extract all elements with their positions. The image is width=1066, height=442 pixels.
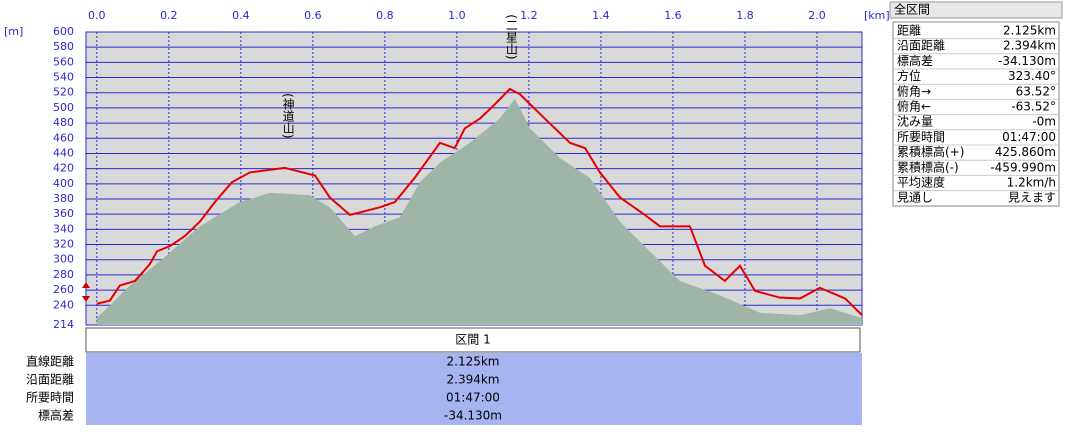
x-unit: [km]: [864, 9, 890, 22]
y-tick-label: 280: [53, 268, 74, 281]
x-tick-label: 0.0: [88, 9, 106, 22]
y-tick-label: 380: [53, 192, 74, 205]
info-label: 累積標高(+): [897, 144, 964, 159]
x-tick-label: 1.4: [592, 9, 610, 22]
section-value: 2.125km: [447, 355, 500, 369]
section-title: 区間 1: [455, 333, 490, 347]
x-tick-label: 0.4: [232, 9, 250, 22]
info-value: 63.52°: [1016, 84, 1056, 98]
terrain-area: [96, 98, 862, 325]
y-tick-label: 340: [53, 222, 74, 235]
track-line: [96, 87, 863, 316]
info-label: 俯角←: [897, 99, 931, 114]
x-tick-label: 1.6: [664, 9, 682, 22]
y-unit: [m]: [4, 25, 23, 38]
section-label: 沿面距離: [26, 373, 74, 387]
x-tick-label: 1.0: [448, 9, 466, 22]
y-tick-label: 240: [53, 298, 74, 311]
info-value: -459.990m: [990, 160, 1056, 174]
peak-label: (神道山): [281, 93, 295, 138]
x-tick-label: 0.8: [376, 9, 394, 22]
info-label: 距離: [897, 24, 921, 38]
section-label: 所要時間: [26, 391, 74, 405]
y-tick-label: 300: [53, 253, 74, 266]
info-value: -0m: [1032, 115, 1056, 129]
info-label: 沈み量: [897, 114, 933, 129]
x-tick-label: 0.2: [160, 9, 178, 22]
y-tick-label: 360: [53, 207, 74, 220]
y-tick-label: 400: [53, 177, 74, 190]
info-label: 所要時間: [897, 130, 945, 144]
y-tick-label: 460: [53, 131, 74, 144]
start-marker: [82, 282, 90, 302]
info-label: 累積標高(-): [897, 159, 959, 174]
y-tick-label: 320: [53, 238, 74, 251]
info-value: -34.130m: [998, 54, 1056, 68]
info-value: 2.394km: [1003, 39, 1056, 53]
y-tick-label: 214: [53, 318, 74, 331]
section-label: 直線距離: [26, 354, 74, 369]
info-label: 標高差: [897, 53, 933, 68]
info-value: 323.40°: [1008, 69, 1056, 83]
info-label: 平均速度: [897, 175, 945, 190]
info-value: 2.125km: [1003, 24, 1056, 38]
info-label: 沿面距離: [897, 39, 945, 53]
info-title: 全区間: [894, 2, 930, 17]
info-value: 見えます: [1008, 191, 1056, 205]
info-header: [889, 1, 1063, 19]
info-value: -63.52°: [1011, 100, 1056, 114]
info-value: 1.2km/h: [1007, 176, 1056, 190]
y-tick-label: 500: [53, 101, 74, 114]
info-label: 見通し: [897, 191, 933, 205]
x-tick-label: 2.0: [808, 9, 826, 22]
info-label: 俯角→: [897, 83, 931, 98]
section-label: 標高差: [38, 408, 74, 423]
peak-label: (二星山): [504, 14, 518, 59]
section-value: 01:47:00: [446, 391, 500, 405]
y-tick-label: 580: [53, 40, 74, 53]
y-tick-label: 480: [53, 116, 74, 129]
info-label: 方位: [897, 68, 921, 83]
y-tick-label: 520: [53, 86, 74, 99]
x-tick-label: 1.2: [520, 9, 538, 22]
x-tick-label: 1.8: [736, 9, 754, 22]
y-tick-label: 260: [53, 283, 74, 296]
section-panel: [86, 353, 862, 425]
section-header: [85, 327, 861, 353]
info-value: 425.860m: [995, 145, 1056, 159]
x-tick-label: 0.6: [304, 9, 322, 22]
info-value: 01:47:00: [1002, 130, 1056, 144]
y-tick-label: 560: [53, 55, 74, 68]
section-value: -34.130m: [444, 409, 502, 423]
y-tick-label: 540: [53, 71, 74, 84]
y-tick-label: 420: [53, 162, 74, 175]
section-value: 2.394km: [447, 373, 500, 387]
y-tick-label: 440: [53, 146, 74, 159]
y-tick-label: 600: [53, 25, 74, 38]
